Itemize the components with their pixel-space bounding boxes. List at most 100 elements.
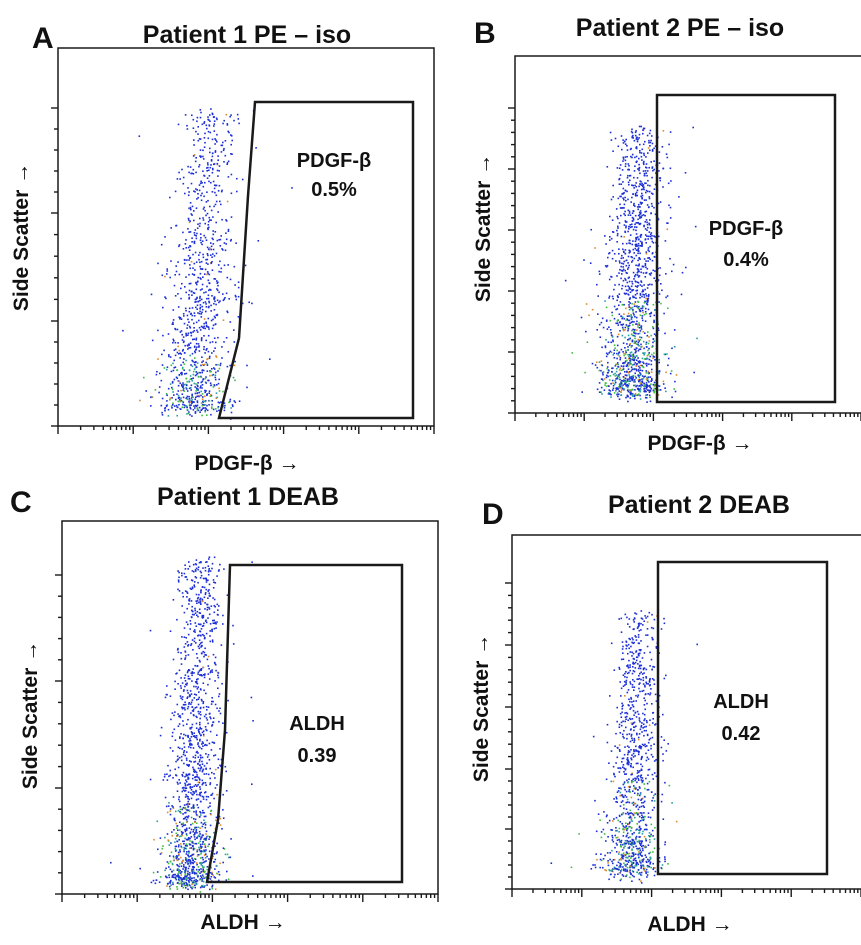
event-dot bbox=[647, 859, 649, 861]
event-dot bbox=[207, 380, 209, 382]
event-dot bbox=[642, 713, 644, 715]
event-dot bbox=[196, 794, 198, 796]
event-dot bbox=[646, 346, 648, 348]
event-dot bbox=[638, 204, 640, 206]
event-dot bbox=[642, 195, 644, 197]
event-dot bbox=[621, 382, 623, 384]
event-dot bbox=[614, 373, 616, 375]
event-dot bbox=[643, 348, 645, 350]
event-dot bbox=[663, 313, 665, 315]
event-dot bbox=[623, 365, 625, 367]
event-dot bbox=[647, 152, 649, 154]
event-dot bbox=[189, 405, 191, 407]
event-dot bbox=[194, 832, 196, 834]
event-dot bbox=[652, 166, 654, 168]
event-dot bbox=[631, 839, 633, 841]
event-dot bbox=[199, 327, 201, 329]
event-dot bbox=[217, 163, 219, 165]
event-dot bbox=[207, 609, 209, 611]
event-dot bbox=[617, 308, 619, 310]
event-dot bbox=[633, 619, 635, 621]
event-dot bbox=[587, 341, 589, 343]
event-dot bbox=[208, 593, 210, 595]
event-dot bbox=[191, 394, 193, 396]
event-dot bbox=[638, 688, 640, 690]
event-dot bbox=[205, 784, 207, 786]
event-dot bbox=[632, 240, 634, 242]
event-dot bbox=[200, 329, 202, 331]
event-dot bbox=[166, 369, 168, 371]
event-dot bbox=[184, 390, 186, 392]
event-dot bbox=[198, 623, 200, 625]
event-dot bbox=[157, 358, 159, 360]
event-dot bbox=[190, 860, 192, 862]
event-dot bbox=[205, 729, 207, 731]
event-dot bbox=[651, 312, 653, 314]
event-dot bbox=[192, 588, 194, 590]
event-dot bbox=[635, 195, 637, 197]
event-dot bbox=[198, 768, 200, 770]
event-dot bbox=[639, 721, 641, 723]
event-dot bbox=[177, 783, 179, 785]
event-dot bbox=[636, 347, 638, 349]
event-dot bbox=[650, 316, 652, 318]
event-dot bbox=[665, 391, 667, 393]
event-dot bbox=[651, 364, 653, 366]
event-dot bbox=[191, 727, 193, 729]
event-dot bbox=[618, 334, 620, 336]
event-dot bbox=[192, 331, 194, 333]
event-dot bbox=[213, 116, 215, 118]
event-dot bbox=[670, 131, 672, 133]
event-dot bbox=[168, 802, 170, 804]
event-dot bbox=[199, 562, 201, 564]
event-dot bbox=[166, 694, 168, 696]
event-dot bbox=[654, 390, 656, 392]
event-dot bbox=[210, 167, 212, 169]
event-dot bbox=[630, 214, 632, 216]
event-dot bbox=[202, 124, 204, 126]
event-dot bbox=[618, 394, 620, 396]
event-dot bbox=[621, 761, 623, 763]
event-dot bbox=[178, 385, 180, 387]
event-dot bbox=[628, 381, 630, 383]
event-dot bbox=[624, 381, 626, 383]
event-dot bbox=[627, 366, 629, 368]
event-dot bbox=[613, 231, 615, 233]
event-dot bbox=[211, 295, 213, 297]
event-dot bbox=[611, 312, 613, 314]
event-dot bbox=[606, 356, 608, 358]
event-dot bbox=[196, 774, 198, 776]
event-dot bbox=[199, 674, 201, 676]
event-dot bbox=[181, 572, 183, 574]
event-dot bbox=[204, 392, 206, 394]
event-dot bbox=[170, 227, 172, 229]
event-dot bbox=[198, 166, 200, 168]
event-dot bbox=[184, 776, 186, 778]
event-dot bbox=[653, 795, 655, 797]
event-dot bbox=[188, 561, 190, 563]
event-dot bbox=[629, 297, 631, 299]
event-dot bbox=[193, 155, 195, 157]
event-dot bbox=[195, 810, 197, 812]
event-dot bbox=[193, 793, 195, 795]
event-dot bbox=[179, 748, 181, 750]
event-dot bbox=[626, 808, 628, 810]
event-dot bbox=[199, 313, 201, 315]
event-dot bbox=[187, 409, 189, 411]
event-dot bbox=[175, 848, 177, 850]
event-dot bbox=[650, 388, 652, 390]
event-dot bbox=[622, 243, 624, 245]
event-dot bbox=[139, 400, 141, 402]
event-dot bbox=[178, 879, 180, 881]
event-dot bbox=[193, 710, 195, 712]
dot-layer-c bbox=[110, 556, 254, 892]
event-dot bbox=[190, 623, 192, 625]
event-dot bbox=[647, 300, 649, 302]
event-dot bbox=[178, 844, 180, 846]
event-dot bbox=[632, 368, 634, 370]
event-dot bbox=[196, 261, 198, 263]
event-dot bbox=[641, 152, 643, 154]
event-dot bbox=[641, 690, 643, 692]
event-dot bbox=[620, 732, 622, 734]
event-dot bbox=[631, 354, 633, 356]
